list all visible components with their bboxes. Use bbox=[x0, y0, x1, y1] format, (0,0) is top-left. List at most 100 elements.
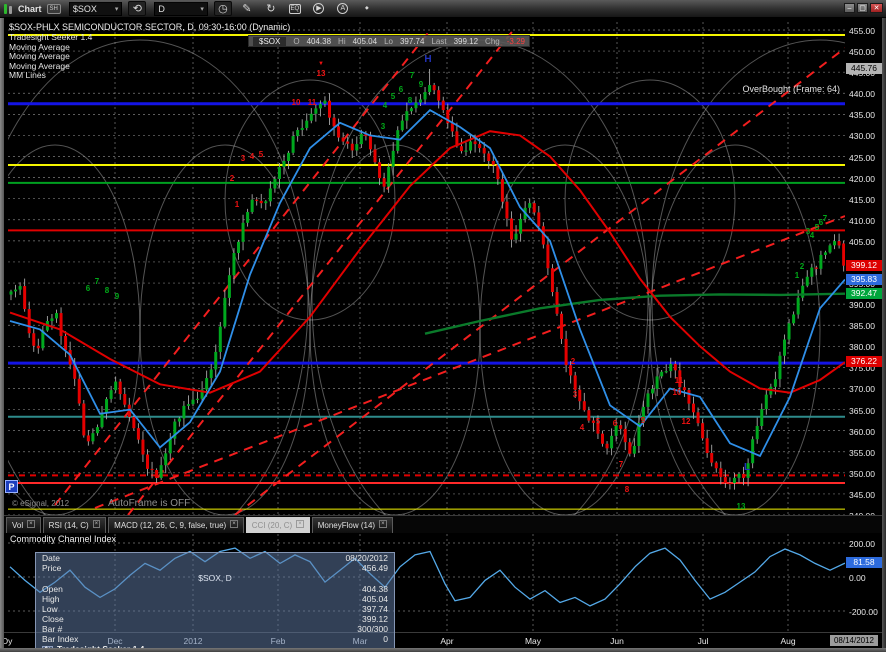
price-tag: 399.12 bbox=[846, 259, 882, 271]
close-icon[interactable]: × bbox=[296, 520, 304, 528]
seeker-marker: 4 bbox=[383, 101, 388, 110]
sync-icon[interactable]: ⟲ bbox=[128, 1, 147, 16]
window-border-right bbox=[882, 18, 886, 648]
quote-bar: $SOX O 404.38 Hi 405.04 Lo 397.74 Last 399.1… bbox=[248, 35, 530, 47]
seeker-marker: ▼ bbox=[318, 61, 324, 67]
legend-item: MM Lines bbox=[9, 70, 46, 80]
quote-bubble-icon[interactable]: EQ bbox=[288, 3, 302, 14]
symbol-combo[interactable]: $SOX ▾ bbox=[68, 1, 123, 16]
play-icon[interactable]: ▶ bbox=[310, 1, 328, 16]
tab-vol[interactable]: Vol × bbox=[6, 517, 41, 533]
seeker-marker: L bbox=[744, 462, 750, 473]
data-window-row: Open 404.38 bbox=[42, 584, 388, 594]
close-icon[interactable]: × bbox=[230, 520, 238, 528]
legend-item: Moving Average bbox=[9, 51, 70, 61]
seeker-marker: 11 bbox=[308, 98, 317, 107]
price-axis-label: 385.00 bbox=[849, 321, 875, 332]
seeker-marker: 1 bbox=[235, 200, 240, 209]
price-axis-label: 455.00 bbox=[849, 26, 875, 36]
price-axis-label: 425.00 bbox=[849, 152, 875, 163]
price-axis-label: 405.00 bbox=[849, 236, 875, 247]
price-axis-label: 365.00 bbox=[849, 405, 875, 416]
price-axis-label: 350.00 bbox=[849, 468, 875, 479]
time-axis-label: Apr bbox=[440, 636, 454, 646]
price-tag: 392.47 bbox=[846, 287, 882, 299]
data-window-tooltip: Date 08/20/2012 Price 456.49 $SOX, D Open 404.… bbox=[35, 552, 395, 652]
tab-moneyflow[interactable]: MoneyFlow (14) × bbox=[311, 517, 393, 533]
seeker-marker: 7 bbox=[619, 460, 624, 469]
interval-combo[interactable]: D ▾ bbox=[154, 1, 208, 16]
replay-icon[interactable]: ↻ bbox=[266, 3, 276, 15]
price-axis-label: 440.00 bbox=[849, 89, 875, 100]
close-icon[interactable]: × bbox=[27, 520, 35, 528]
seeker-marker: 5 bbox=[815, 223, 820, 232]
tab-cci[interactable]: CCI (20, C) × bbox=[245, 517, 310, 533]
data-window-row: Low 397.74 bbox=[42, 604, 388, 614]
data-window-row: High 405.04 bbox=[42, 594, 388, 604]
seeker-marker: 4 bbox=[810, 231, 815, 240]
cci-axis-label: 0.00 bbox=[849, 573, 866, 583]
auto-icon[interactable]: A bbox=[334, 1, 352, 16]
copyright-label: © eSignal, 2012 bbox=[12, 499, 70, 508]
app-title: Chart bbox=[18, 3, 42, 14]
tab-macd[interactable]: MACD (12, 26, C, 9, false, true) × bbox=[108, 517, 244, 533]
seeker-marker: 6 bbox=[613, 419, 618, 428]
high-label: Hi bbox=[338, 36, 346, 46]
price-tag: 376.22 bbox=[846, 356, 882, 368]
clock-icon[interactable]: ◷ bbox=[213, 1, 232, 16]
seeker-marker: 4 bbox=[250, 152, 255, 161]
close-button[interactable]: ✕ bbox=[870, 3, 883, 13]
data-window-row: Close 399.12 bbox=[42, 614, 388, 624]
time-axis-left-text: Dy bbox=[2, 636, 13, 646]
seeker-marker: H bbox=[424, 54, 431, 65]
seeker-marker: 6 bbox=[399, 85, 404, 94]
price-axis-label: 360.00 bbox=[849, 426, 875, 437]
open-value: 404.38 bbox=[306, 36, 332, 46]
seeker-marker: 5 bbox=[596, 417, 601, 426]
time-axis-label: Jun bbox=[610, 636, 624, 646]
chart-title: $SOX-PHLX SEMICONDUCTOR SECTOR, D, 09:30… bbox=[9, 22, 291, 32]
seeker-marker: 2 bbox=[571, 357, 576, 366]
pencil-icon[interactable]: ✎ bbox=[242, 3, 252, 15]
last-value: 399.12 bbox=[453, 36, 479, 46]
close-icon[interactable]: × bbox=[92, 520, 101, 528]
price-tag: 445.76 bbox=[846, 62, 882, 74]
price-axis-label: 380.00 bbox=[849, 342, 875, 353]
maximize-button[interactable]: ▢ bbox=[857, 3, 868, 13]
time-axis-label: Jul bbox=[697, 636, 709, 646]
seeker-marker: 7 bbox=[95, 277, 100, 286]
toolbar: Chart SH $SOX ▾ ⟲ D ▾ ◷ ✎ ↻ EQ ▶ A ⬩ bbox=[0, 0, 886, 18]
seeker-marker: 3 bbox=[806, 227, 811, 236]
data-window-symbol: $SOX, D bbox=[198, 573, 232, 583]
last-label: Last bbox=[431, 36, 447, 46]
minimize-button[interactable]: – bbox=[844, 3, 855, 13]
indicator-tabbar: Vol × RSI (14, C) × MACD (12, 26, C, 9, fa… bbox=[0, 515, 886, 533]
price-axis-label: 415.00 bbox=[849, 194, 875, 205]
price-axis-label: 450.00 bbox=[849, 47, 875, 58]
cci-axis-label: -200.00 bbox=[849, 607, 878, 617]
seeker-marker: 13 bbox=[737, 502, 746, 511]
seeker-marker: 10 bbox=[673, 388, 682, 397]
window-border-left bbox=[0, 18, 4, 648]
price-axis[interactable]: 455.00450.00445.00440.00435.00430.00425.… bbox=[845, 18, 886, 648]
tab-rsi[interactable]: RSI (14, C) × bbox=[42, 517, 107, 533]
eraser-icon[interactable]: ⬩ bbox=[364, 2, 369, 14]
seeker-marker: 6 bbox=[86, 284, 91, 293]
seeker-marker: 3 bbox=[241, 154, 246, 163]
window-border-bottom bbox=[0, 648, 886, 652]
seeker-marker: 9 bbox=[115, 292, 120, 301]
seeker-marker: 1 bbox=[795, 271, 800, 280]
data-window-row: Bar Index 0 bbox=[42, 634, 388, 644]
chevron-down-icon: ▾ bbox=[200, 5, 204, 13]
data-window-row: Bar #300/300 bbox=[42, 624, 388, 634]
seeker-marker: 8 bbox=[105, 286, 110, 295]
price-axis-label: 430.00 bbox=[849, 131, 875, 142]
close-icon[interactable]: × bbox=[379, 520, 387, 528]
p-badge[interactable]: P bbox=[5, 480, 18, 493]
seeker-marker: 2 bbox=[230, 174, 235, 183]
data-window-row: Price 456.49 bbox=[42, 563, 388, 573]
price-axis-label: 435.00 bbox=[849, 110, 875, 121]
price-axis-label: 390.00 bbox=[849, 300, 875, 311]
